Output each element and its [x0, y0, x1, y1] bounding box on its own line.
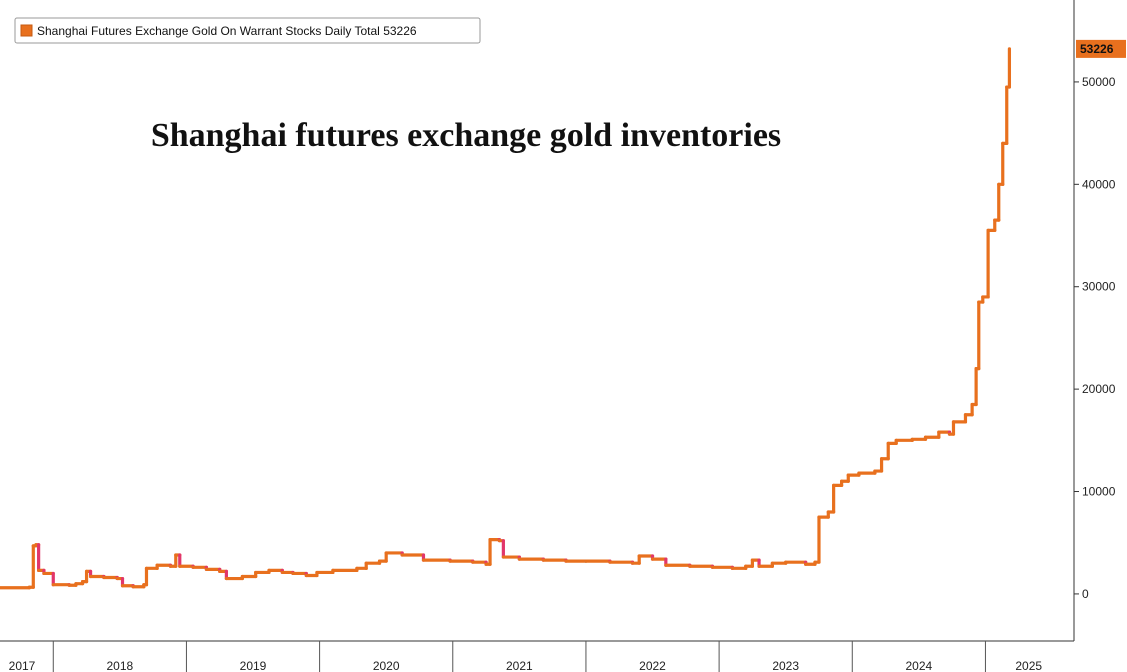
legend-swatch — [20, 24, 33, 37]
y-axis: 0 10000 20000 30000 40000 50000 — [1073, 0, 1116, 641]
plot-area — [0, 47, 1012, 590]
svg-text:Shanghai Futures Exchange Gold: Shanghai Futures Exchange Gold On Warran… — [37, 24, 417, 38]
last-value-label: 53226 — [1080, 42, 1114, 56]
x-tick-label: 2017 — [9, 659, 36, 672]
legend-last-value: 53226 — [383, 24, 417, 38]
last-value-flag: 53226 — [1076, 39, 1126, 58]
y-tick-label: 10000 — [1082, 485, 1116, 499]
x-tick-label: 2020 — [373, 659, 400, 672]
x-tick-label: 2024 — [906, 659, 933, 672]
legend-frame — [14, 17, 481, 44]
y-tick-label: 50000 — [1082, 75, 1116, 89]
y-tick-label: 30000 — [1082, 280, 1116, 294]
y-tick-label: 40000 — [1082, 177, 1116, 191]
last-value-box — [1076, 39, 1126, 58]
y-tick-label: 0 — [1082, 587, 1089, 601]
x-tick-label: 2019 — [240, 659, 267, 672]
x-tick-label: 2022 — [639, 659, 666, 672]
x-tick-label: 2021 — [506, 659, 533, 672]
y-tick-label: 20000 — [1082, 382, 1116, 396]
chart-title: Shanghai futures exchange gold inventori… — [151, 117, 781, 154]
x-tick-label: 2018 — [106, 659, 133, 672]
legend-label: Shanghai Futures Exchange Gold On Warran… — [37, 24, 380, 38]
x-tick-label: 2025 — [1015, 659, 1042, 672]
x-tick-label: 2023 — [772, 659, 799, 672]
legend-box: Shanghai Futures Exchange Gold On Warran… — [14, 17, 481, 44]
x-axis: 2017 2018 2019 2020 2021 2022 2023 2024 2025 — [0, 640, 1074, 672]
